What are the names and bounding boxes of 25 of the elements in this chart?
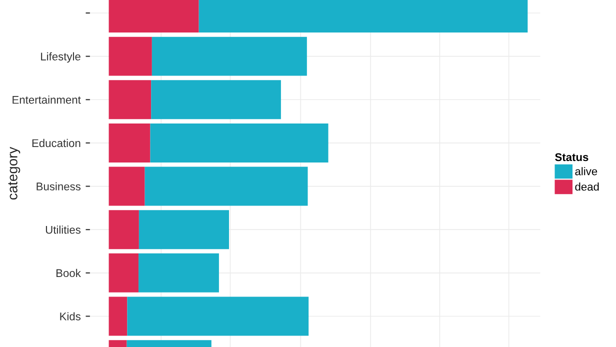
bar (108, 80, 152, 120)
bar (108, 253, 139, 292)
y-tick-label: Entertainment (12, 96, 81, 104)
legend-title: Status (555, 153, 588, 162)
bar (144, 166, 308, 206)
y-tick-label: Kids (60, 312, 81, 320)
y-tick-label: Education (32, 138, 80, 148)
y-tick-label: Lifestyle (41, 52, 80, 63)
bar (108, 166, 145, 206)
bar (108, 296, 128, 336)
bar (150, 123, 328, 162)
bar (151, 80, 281, 120)
bar (108, 210, 139, 250)
y-tick-label: Business (36, 182, 81, 190)
legend-label: alive (575, 167, 598, 176)
bar (138, 210, 230, 250)
legend-label: dead (575, 182, 599, 191)
bar (138, 253, 219, 292)
y-tick-label: Utilities (46, 226, 81, 234)
bar (108, 123, 150, 162)
bar (152, 36, 307, 76)
bar (127, 296, 309, 336)
y-tick-label: Book (56, 268, 81, 278)
y-axis-title: category (8, 146, 20, 200)
bar (108, 36, 152, 76)
